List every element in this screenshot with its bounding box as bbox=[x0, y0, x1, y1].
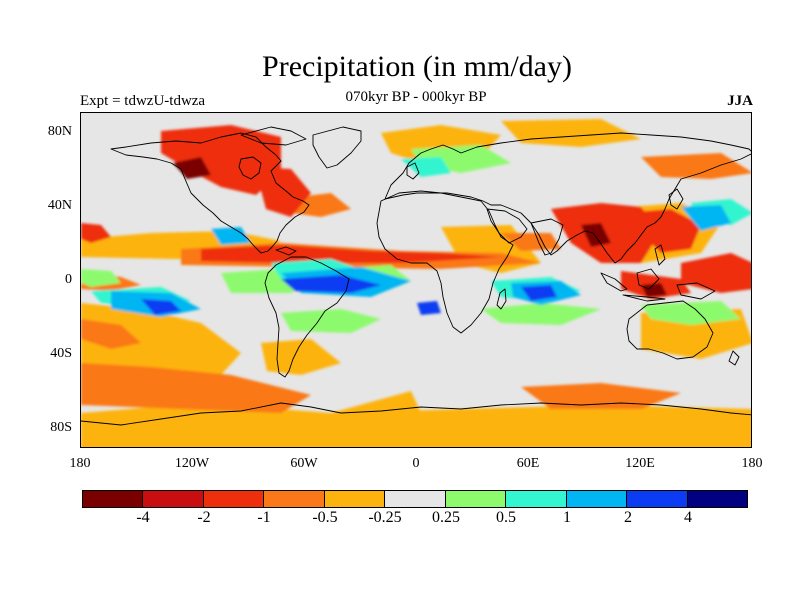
anomaly-patch bbox=[281, 275, 381, 293]
anomaly-patch bbox=[621, 209, 701, 253]
coast-south-america bbox=[264, 256, 350, 378]
colorbar-box bbox=[687, 491, 747, 507]
anomaly-patch bbox=[401, 157, 451, 177]
anomaly-patch bbox=[581, 223, 611, 247]
anomaly-patch bbox=[641, 301, 741, 325]
coast-antarctica bbox=[81, 402, 751, 426]
colorbar-label: 0.5 bbox=[496, 509, 516, 526]
lat-label: 0 bbox=[65, 272, 72, 287]
coast-eurasia bbox=[384, 132, 751, 264]
anomaly-patch bbox=[501, 233, 561, 251]
season-label: JJA bbox=[727, 93, 753, 109]
anomaly-patch bbox=[201, 245, 501, 263]
colorbar-box bbox=[506, 491, 567, 507]
colorbar-label: -2 bbox=[197, 509, 211, 526]
anomaly-patch bbox=[81, 223, 111, 243]
coast-australia bbox=[626, 300, 714, 360]
coast-borneo bbox=[636, 268, 660, 290]
anomaly-patch bbox=[681, 253, 751, 293]
lon-label: 120E bbox=[625, 456, 655, 471]
lat-label: 80N bbox=[47, 124, 72, 139]
anomaly-patch bbox=[521, 383, 681, 409]
lon-label: 60W bbox=[290, 456, 318, 471]
anomaly-patch bbox=[251, 167, 311, 217]
anomaly-patch bbox=[641, 283, 667, 297]
lon-label: 120W bbox=[174, 456, 210, 471]
anomaly-patch bbox=[521, 285, 557, 301]
colorbar-box bbox=[385, 491, 446, 507]
coast-india bbox=[530, 218, 564, 256]
colorbar-box bbox=[203, 491, 265, 507]
colorbar bbox=[82, 490, 748, 508]
coast-greenland bbox=[312, 126, 362, 169]
coast-new-zealand bbox=[728, 350, 740, 366]
anomaly-patch bbox=[281, 309, 381, 333]
colorbar-box bbox=[143, 491, 204, 507]
anomaly-patch bbox=[681, 205, 731, 231]
coast-caribbean bbox=[275, 246, 297, 256]
anomaly-patch bbox=[481, 303, 601, 325]
colorbar-box bbox=[83, 491, 144, 507]
colorbar-box bbox=[445, 491, 507, 507]
lat-label: 40S bbox=[50, 346, 72, 361]
coast-hudson-bay bbox=[238, 156, 262, 180]
coastlines bbox=[81, 126, 751, 426]
coast-arctic-islands bbox=[240, 126, 307, 146]
anomaly-patch bbox=[81, 303, 241, 383]
coast-java bbox=[622, 294, 666, 302]
anomaly-patch bbox=[321, 391, 421, 433]
anomaly-patch bbox=[417, 301, 441, 315]
colorbar-label: 0.25 bbox=[432, 509, 460, 526]
colorbar-label: 4 bbox=[684, 509, 692, 526]
coast-japan bbox=[668, 188, 684, 210]
map-frame bbox=[80, 112, 752, 448]
anomaly-patch bbox=[501, 119, 641, 147]
coast-british-isles bbox=[406, 162, 420, 180]
colorbar-label: -0.25 bbox=[368, 509, 402, 526]
anomaly-field bbox=[81, 119, 751, 447]
lon-label: 0 bbox=[412, 456, 420, 471]
coast-new-guinea bbox=[676, 282, 716, 300]
anomaly-patch bbox=[261, 339, 341, 375]
anomaly-patch bbox=[141, 299, 181, 315]
anomaly-patch bbox=[81, 363, 311, 413]
lon-label: 180 bbox=[69, 456, 91, 471]
experiment-label: Expt = tdwzU-tdwza bbox=[80, 93, 206, 109]
colorbar-label: 2 bbox=[624, 509, 632, 526]
colorbar-label: -0.5 bbox=[312, 509, 338, 526]
colorbar-box bbox=[264, 491, 325, 507]
lon-label: 180 bbox=[741, 456, 763, 471]
colorbar-label: -1 bbox=[257, 509, 271, 526]
colorbar-box bbox=[566, 491, 628, 507]
anomaly-patch bbox=[211, 227, 251, 245]
chart-title: Precipitation (in mm/day) bbox=[262, 50, 572, 83]
coast-philippines bbox=[654, 244, 666, 266]
precipitation-map bbox=[81, 113, 751, 447]
coast-sumatra bbox=[600, 272, 628, 292]
lon-label: 60E bbox=[516, 456, 540, 471]
anomaly-patch bbox=[641, 153, 751, 179]
period-label: 070kyr BP - 000kyr BP bbox=[345, 89, 487, 105]
lat-label: 80S bbox=[50, 420, 72, 435]
colorbar-box bbox=[627, 491, 688, 507]
anomaly-patch bbox=[81, 269, 121, 287]
coast-madagascar bbox=[496, 288, 507, 310]
coast-north-america bbox=[110, 132, 310, 254]
anomaly-patch bbox=[81, 403, 751, 447]
coast-arabia bbox=[486, 208, 528, 244]
coast-africa bbox=[376, 190, 514, 334]
colorbar-box bbox=[324, 491, 386, 507]
anomaly-patch bbox=[81, 319, 141, 349]
lat-label: 40N bbox=[47, 198, 72, 213]
colorbar-label: 1 bbox=[563, 509, 571, 526]
colorbar-label: -4 bbox=[136, 509, 150, 526]
